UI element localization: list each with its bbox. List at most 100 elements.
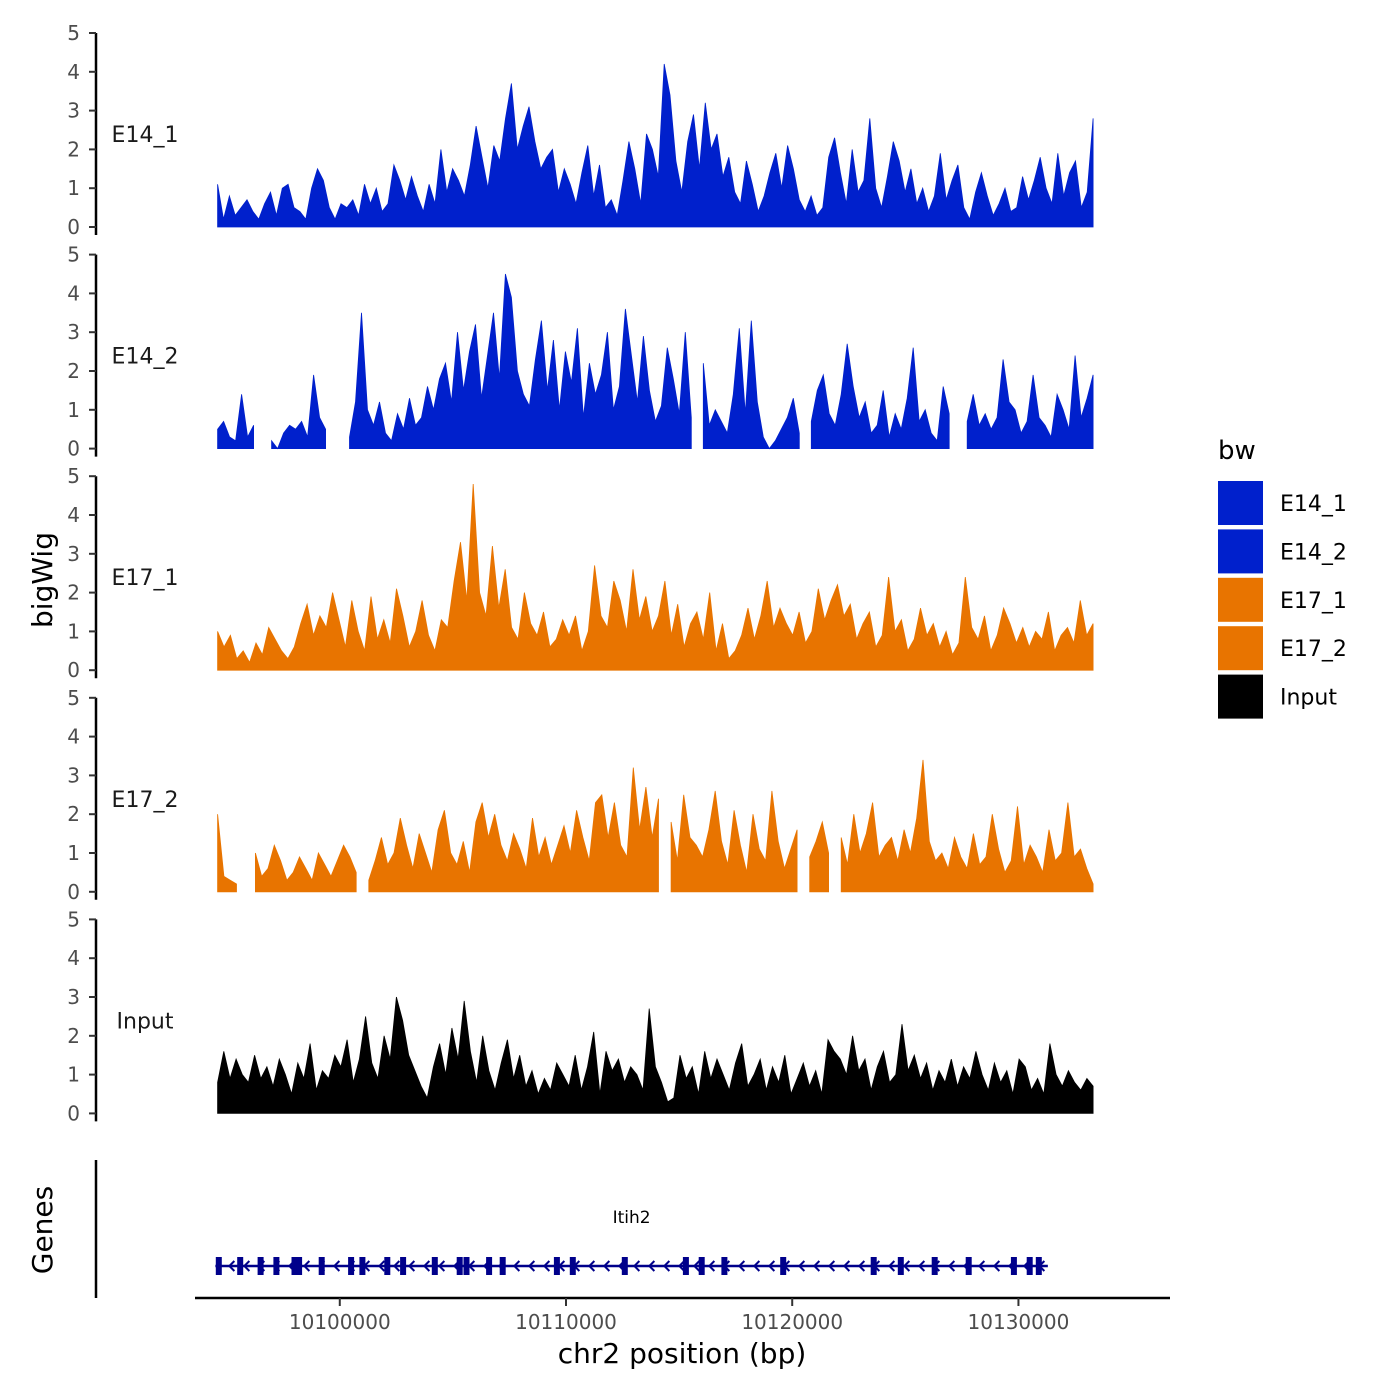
gene-model xyxy=(215,1257,1048,1275)
x-tick-label: 10130000 xyxy=(968,1310,1070,1334)
strand-arrow xyxy=(602,1260,611,1272)
exon xyxy=(400,1257,407,1275)
strand-arrow xyxy=(797,1260,806,1272)
signal-area xyxy=(217,63,1094,228)
exon xyxy=(897,1257,904,1275)
strand-arrow xyxy=(827,1260,836,1272)
strand-arrow xyxy=(752,1260,761,1272)
exon xyxy=(621,1257,628,1275)
legend-label: E14_1 xyxy=(1280,492,1347,517)
strand-arrow xyxy=(647,1260,656,1272)
y-tick-label: 3 xyxy=(67,763,80,787)
exon xyxy=(348,1257,355,1275)
y-tick-label: 2 xyxy=(67,137,80,161)
exon xyxy=(463,1257,470,1275)
y-tick-label: 5 xyxy=(67,21,80,45)
strand-arrow xyxy=(242,1260,251,1272)
genes-panel: Genes Itih2 xyxy=(26,1160,1048,1298)
signal-area xyxy=(217,273,1094,450)
y-tick-label: 2 xyxy=(67,359,80,383)
signal-area xyxy=(217,996,1094,1114)
exon xyxy=(237,1257,244,1275)
y-tick-label: 5 xyxy=(67,243,80,267)
track-e14-2: 0 1 2 3 4 5 E14_2 xyxy=(67,243,1094,461)
exon xyxy=(215,1257,222,1275)
y-tick-label: 3 xyxy=(67,985,80,1009)
strand-arrow xyxy=(917,1260,926,1272)
x-tick-label: 10110000 xyxy=(515,1310,617,1334)
exon xyxy=(296,1257,303,1275)
genes-axis-title: Genes xyxy=(26,1186,59,1274)
signal-tracks: 0 1 2 3 4 5 E14_1 0 1 2 3 4 5 E14_2 0 1 2 3 4 5 E17_1 0 1 2 3 4 5 E… xyxy=(67,21,1094,1125)
exon xyxy=(431,1257,438,1275)
y-tick-label: 5 xyxy=(67,686,80,710)
y-tick-label: 0 xyxy=(67,437,80,461)
track-e17-2: 0 1 2 3 4 5 E17_2 xyxy=(67,686,1094,904)
exon xyxy=(257,1257,264,1275)
exon xyxy=(553,1257,560,1275)
y-tick-label: 2 xyxy=(67,581,80,605)
y-tick-label: 2 xyxy=(67,1024,80,1048)
exon xyxy=(965,1257,972,1275)
strand-arrow xyxy=(692,1260,701,1272)
strand-arrow xyxy=(677,1260,686,1272)
track-label: E17_1 xyxy=(112,566,179,591)
exon xyxy=(682,1257,689,1275)
y-tick-label: 2 xyxy=(67,802,80,826)
y-tick-label: 4 xyxy=(67,503,80,527)
exon xyxy=(698,1257,705,1275)
strand-arrow xyxy=(542,1260,551,1272)
exon xyxy=(931,1257,938,1275)
strand-arrow xyxy=(302,1260,311,1272)
y-tick-label: 3 xyxy=(67,99,80,123)
y-axis-title: bigWig xyxy=(26,532,59,628)
strand-arrow xyxy=(947,1260,956,1272)
strand-arrow xyxy=(767,1260,776,1272)
strand-arrow xyxy=(992,1260,1001,1272)
exon xyxy=(1010,1257,1017,1275)
strand-arrow xyxy=(392,1260,401,1272)
strand-arrow xyxy=(707,1260,716,1272)
exon xyxy=(291,1257,298,1275)
track-e17-1: 0 1 2 3 4 5 E17_1 xyxy=(67,464,1094,682)
strand-arrow xyxy=(662,1260,671,1272)
y-tick-label: 0 xyxy=(67,658,80,682)
y-tick-label: 4 xyxy=(67,60,80,84)
track-label: E14_1 xyxy=(112,123,179,148)
track-input: 0 1 2 3 4 5 Input xyxy=(67,907,1094,1125)
exon xyxy=(569,1257,576,1275)
y-tick-label: 0 xyxy=(67,880,80,904)
legend-swatch xyxy=(1218,674,1263,719)
strand-arrow xyxy=(737,1260,746,1272)
strand-arrow xyxy=(332,1260,341,1272)
strand-arrow xyxy=(857,1260,866,1272)
x-axis: 10100000 10110000 10120000 10130000 xyxy=(195,1296,1170,1334)
exon xyxy=(499,1257,506,1275)
legend-title: bw xyxy=(1218,436,1256,466)
y-tick-label: 4 xyxy=(67,281,80,305)
exon xyxy=(1035,1257,1042,1275)
exon xyxy=(1026,1257,1033,1275)
legend-label: E17_1 xyxy=(1280,589,1347,614)
strand-arrow xyxy=(227,1260,236,1272)
exon xyxy=(870,1257,877,1275)
exon xyxy=(456,1257,463,1275)
track-label: Input xyxy=(117,1009,174,1034)
exon xyxy=(721,1257,728,1275)
signal-area xyxy=(217,759,1094,893)
strand-arrow xyxy=(437,1260,446,1272)
exon xyxy=(359,1257,366,1275)
exon xyxy=(780,1257,787,1275)
track-label: E17_2 xyxy=(112,788,179,813)
y-tick-label: 0 xyxy=(67,1101,80,1125)
signal-area xyxy=(217,483,1094,671)
x-tick-label: 10100000 xyxy=(289,1310,391,1334)
strand-arrow xyxy=(512,1260,521,1272)
strand-arrow xyxy=(812,1260,821,1272)
y-tick-label: 3 xyxy=(67,320,80,344)
strand-arrow xyxy=(377,1260,386,1272)
strand-arrow xyxy=(632,1260,641,1272)
track-label: E14_2 xyxy=(112,345,179,370)
legend-swatch xyxy=(1218,481,1263,525)
